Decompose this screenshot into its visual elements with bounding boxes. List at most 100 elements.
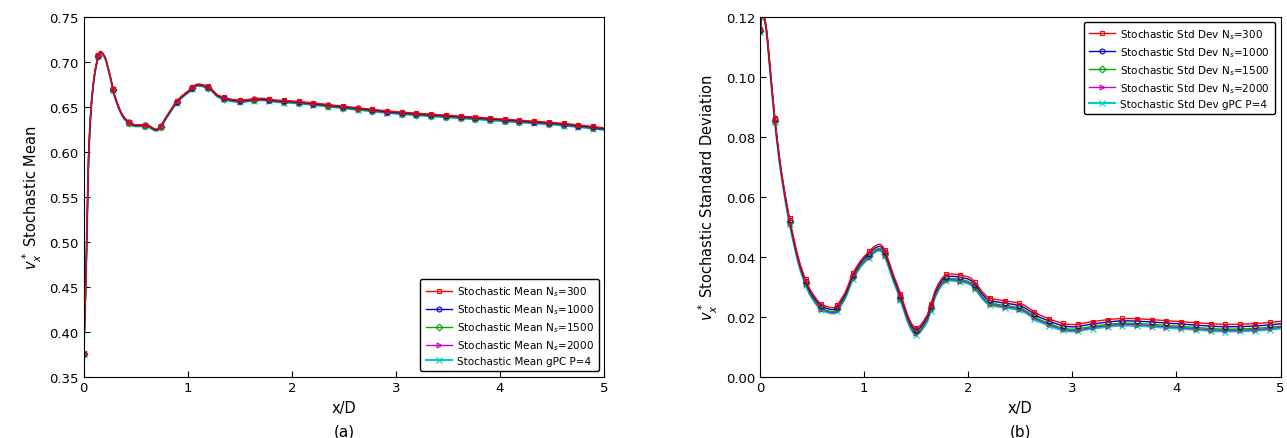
Stochastic Std Dev N$_s$=1000: [780, 211, 795, 216]
Stochastic Std Dev N$_s$=2000: [753, 29, 768, 35]
Stochastic Mean N$_s$=1000: [596, 127, 611, 132]
Stochastic Std Dev N$_s$=1000: [1273, 321, 1287, 327]
Stochastic Mean N$_s$=300: [179, 91, 194, 96]
Stochastic Std Dev N$_s$=1500: [777, 194, 793, 199]
Stochastic Std Dev N$_s$=2000: [909, 331, 924, 336]
Stochastic Mean N$_s$=2000: [179, 92, 194, 98]
Stochastic Mean gPC P=4: [179, 92, 194, 98]
Stochastic Mean N$_s$=300: [93, 49, 108, 55]
Stochastic Mean N$_s$=2000: [596, 127, 611, 133]
Stochastic Mean N$_s$=1000: [179, 91, 194, 96]
Stochastic Std Dev N$_s$=1000: [754, 13, 770, 18]
Legend: Stochastic Std Dev N$_s$=300, Stochastic Std Dev N$_s$=1000, Stochastic Std Dev : Stochastic Std Dev N$_s$=300, Stochastic…: [1084, 23, 1275, 115]
Stochastic Std Dev N$_s$=1000: [1184, 322, 1199, 328]
Stochastic Mean gPC P=4: [76, 352, 91, 357]
Stochastic Std Dev gPC P=4: [780, 215, 795, 220]
Stochastic Mean N$_s$=1500: [104, 82, 120, 87]
Line: Stochastic Std Dev N$_s$=1500: Stochastic Std Dev N$_s$=1500: [758, 14, 1283, 335]
Stochastic Std Dev N$_s$=2000: [1233, 328, 1248, 333]
Stochastic Std Dev N$_s$=300: [909, 325, 924, 331]
Stochastic Std Dev N$_s$=1500: [1233, 327, 1248, 332]
X-axis label: x/D: x/D: [1008, 400, 1032, 415]
Stochastic Std Dev N$_s$=300: [777, 189, 793, 194]
Line: Stochastic Mean gPC P=4: Stochastic Mean gPC P=4: [81, 50, 607, 357]
Stochastic Std Dev gPC P=4: [754, 15, 770, 20]
Stochastic Mean N$_s$=2000: [100, 67, 116, 72]
Stochastic Mean N$_s$=1500: [100, 67, 116, 73]
Stochastic Std Dev N$_s$=2000: [1273, 325, 1287, 330]
Line: Stochastic Std Dev N$_s$=2000: Stochastic Std Dev N$_s$=2000: [758, 14, 1283, 336]
Stochastic Mean N$_s$=1500: [596, 127, 611, 133]
Line: Stochastic Std Dev N$_s$=300: Stochastic Std Dev N$_s$=300: [758, 12, 1283, 331]
Stochastic Mean N$_s$=2000: [552, 123, 568, 128]
Stochastic Mean gPC P=4: [100, 68, 116, 73]
Stochastic Mean gPC P=4: [93, 51, 108, 56]
Stochastic Mean N$_s$=1000: [93, 50, 108, 55]
Stochastic Mean N$_s$=1500: [179, 92, 194, 97]
Stochastic Std Dev N$_s$=300: [780, 209, 795, 215]
Stochastic Std Dev N$_s$=300: [754, 12, 770, 17]
Stochastic Std Dev gPC P=4: [777, 195, 793, 201]
X-axis label: x/D: x/D: [332, 400, 356, 415]
Stochastic Mean N$_s$=1500: [100, 66, 116, 71]
Stochastic Mean gPC P=4: [104, 82, 120, 88]
Legend: Stochastic Mean N$_s$=300, Stochastic Mean N$_s$=1000, Stochastic Mean N$_s$=150: Stochastic Mean N$_s$=300, Stochastic Me…: [421, 279, 598, 371]
Text: (a): (a): [333, 424, 354, 438]
Stochastic Std Dev N$_s$=1500: [777, 192, 793, 197]
Stochastic Std Dev N$_s$=1000: [855, 258, 870, 263]
Stochastic Std Dev N$_s$=1000: [909, 328, 924, 333]
Stochastic Std Dev gPC P=4: [909, 332, 924, 337]
Stochastic Mean N$_s$=1500: [552, 123, 568, 128]
Stochastic Mean N$_s$=300: [552, 121, 568, 127]
Stochastic Mean N$_s$=1500: [76, 351, 91, 357]
Stochastic Mean N$_s$=1000: [552, 122, 568, 127]
Stochastic Std Dev N$_s$=1000: [753, 28, 768, 33]
Stochastic Std Dev N$_s$=300: [855, 256, 870, 261]
Stochastic Mean N$_s$=1000: [505, 118, 520, 124]
Y-axis label: $v_x^*$ Stochastic Standard Deviation: $v_x^*$ Stochastic Standard Deviation: [698, 74, 721, 320]
Stochastic Std Dev N$_s$=1500: [909, 330, 924, 335]
Stochastic Std Dev N$_s$=1500: [753, 29, 768, 34]
Stochastic Std Dev gPC P=4: [1273, 326, 1287, 332]
Stochastic Std Dev gPC P=4: [855, 262, 870, 268]
Stochastic Std Dev N$_s$=300: [1233, 322, 1248, 327]
Line: Stochastic Mean N$_s$=1000: Stochastic Mean N$_s$=1000: [81, 50, 606, 356]
Stochastic Std Dev N$_s$=2000: [754, 14, 770, 20]
Stochastic Mean gPC P=4: [505, 120, 520, 125]
Stochastic Std Dev gPC P=4: [777, 194, 793, 199]
Stochastic Std Dev N$_s$=2000: [777, 194, 793, 200]
Stochastic Mean N$_s$=300: [100, 65, 116, 71]
Stochastic Mean N$_s$=2000: [104, 82, 120, 88]
Stochastic Std Dev N$_s$=1000: [777, 192, 793, 197]
Stochastic Mean N$_s$=1000: [76, 351, 91, 357]
Stochastic Std Dev N$_s$=1500: [1273, 324, 1287, 329]
Stochastic Mean N$_s$=1500: [505, 119, 520, 124]
Stochastic Mean N$_s$=2000: [505, 120, 520, 125]
Stochastic Std Dev gPC P=4: [1233, 329, 1248, 334]
Stochastic Std Dev N$_s$=2000: [855, 261, 870, 266]
Stochastic Mean N$_s$=2000: [76, 351, 91, 357]
Stochastic Mean N$_s$=300: [505, 118, 520, 123]
Stochastic Mean gPC P=4: [552, 124, 568, 129]
Stochastic Mean N$_s$=300: [100, 67, 116, 72]
Stochastic Mean gPC P=4: [596, 128, 611, 133]
Stochastic Std Dev N$_s$=1000: [1233, 324, 1248, 329]
Stochastic Mean N$_s$=1500: [93, 50, 108, 56]
Stochastic Std Dev N$_s$=300: [1184, 320, 1199, 325]
Stochastic Std Dev gPC P=4: [1184, 327, 1199, 332]
Stochastic Std Dev gPC P=4: [753, 30, 768, 35]
Stochastic Mean N$_s$=2000: [100, 67, 116, 73]
Line: Stochastic Mean N$_s$=300: Stochastic Mean N$_s$=300: [81, 50, 606, 356]
Stochastic Mean N$_s$=2000: [93, 51, 108, 56]
Stochastic Std Dev N$_s$=1500: [780, 213, 795, 218]
Line: Stochastic Mean N$_s$=1500: Stochastic Mean N$_s$=1500: [81, 51, 606, 357]
Stochastic Mean N$_s$=1000: [100, 67, 116, 72]
Stochastic Mean N$_s$=300: [76, 351, 91, 356]
Stochastic Std Dev N$_s$=2000: [780, 214, 795, 219]
Stochastic Std Dev N$_s$=300: [1273, 319, 1287, 324]
Stochastic Std Dev N$_s$=1000: [777, 191, 793, 196]
Stochastic Std Dev N$_s$=2000: [1184, 326, 1199, 331]
Stochastic Std Dev N$_s$=300: [777, 191, 793, 196]
Stochastic Mean N$_s$=1000: [100, 66, 116, 71]
Stochastic Std Dev N$_s$=300: [753, 27, 768, 32]
